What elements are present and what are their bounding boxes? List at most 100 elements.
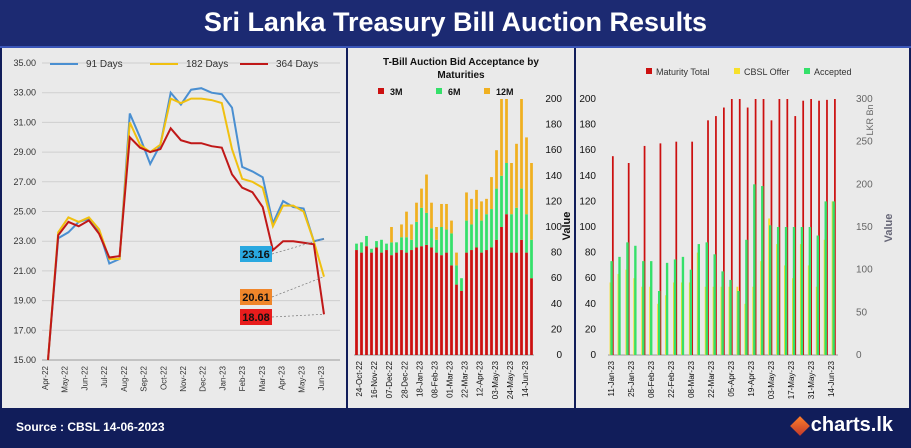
- bar-6m: [475, 209, 478, 248]
- bar-accepted: [689, 269, 693, 355]
- bar-12m: [405, 211, 408, 238]
- y-tick-label: 80: [551, 248, 563, 259]
- bar-3m: [385, 250, 388, 355]
- y-tick-label: 60: [585, 273, 597, 284]
- bar-6m: [375, 241, 378, 248]
- y2-tick-label: 150: [856, 222, 873, 233]
- bar-12m: [470, 198, 473, 225]
- bar-12m: [415, 202, 418, 222]
- annotation-leader: [271, 276, 325, 298]
- bar-3m: [500, 227, 503, 355]
- bar-6m: [405, 237, 408, 253]
- chart-title-line1: T-Bill Auction Bid Acceptance by: [383, 57, 539, 68]
- x-tick-label: 17-May-23: [787, 360, 796, 399]
- bar-maturity-total: [794, 116, 797, 355]
- bar-3m: [475, 247, 478, 355]
- bar-accepted: [737, 291, 740, 355]
- y-tick-label: 20: [551, 324, 563, 335]
- y2-tick-label: 50: [856, 307, 868, 318]
- bar-3m: [375, 247, 378, 355]
- y-tick-label: 160: [545, 145, 562, 156]
- bar-accepted: [761, 186, 764, 355]
- bar-3m: [415, 247, 418, 355]
- bar-12m: [505, 99, 508, 163]
- bar-3m: [470, 250, 473, 355]
- y-tick-label: 200: [579, 94, 596, 105]
- y-tick-label: 31.00: [13, 117, 36, 127]
- bar-maturity-total: [738, 99, 741, 355]
- x-tick-label: 05-Apr-23: [727, 360, 736, 396]
- x-tick-label: Jul-22: [100, 365, 109, 387]
- bar-3m: [435, 252, 438, 355]
- bar-6m: [520, 188, 523, 240]
- legend-label: CBSL Offer: [744, 67, 790, 77]
- series-line-364-days: [47, 126, 325, 361]
- y-tick-label: 120: [579, 196, 596, 207]
- bar-6m: [400, 237, 403, 251]
- bar-maturity-total: [786, 99, 789, 355]
- bar-3m: [390, 255, 393, 355]
- x-tick-label: 14-Jun-23: [521, 360, 530, 397]
- legend-swatch: [378, 88, 384, 94]
- panel-line-chart: 15.00 17.00 19.00 21.00 23.00 25.00 27.00 29.00…: [2, 48, 346, 408]
- bar-accepted: [673, 259, 677, 355]
- bar-accepted: [713, 254, 716, 355]
- bar-3m: [430, 247, 433, 355]
- panel-maturity-chart: 0 20 40 60 80 100 120 140 160 180 200 0 50 100 150 200 2…: [576, 48, 909, 408]
- x-tick-label: 08-Feb-23: [647, 360, 656, 397]
- series-line-91-days: [47, 87, 325, 361]
- x-tick-label: 22-Mar-23: [461, 360, 470, 397]
- bar-maturity-total: [715, 116, 717, 355]
- bar-maturity-total: [818, 100, 820, 355]
- x-tick-label: 03-May-23: [491, 360, 500, 399]
- bar-6m: [530, 239, 533, 279]
- x-tick-label: 28-Dec-22: [400, 360, 409, 398]
- y-tick-label: 180: [579, 120, 596, 131]
- bar-3m: [440, 255, 443, 355]
- bar-12m: [465, 192, 468, 221]
- bar-maturity-total: [675, 141, 678, 355]
- bar-12m: [490, 177, 493, 210]
- legend-swatch: [734, 68, 740, 74]
- y-tick-label: 80: [585, 248, 597, 259]
- y2-tick-label: 100: [856, 265, 873, 276]
- bar-3m: [370, 252, 373, 355]
- maturity-chart: 0 20 40 60 80 100 120 140 160 180 200 0 50 100 150 200 2…: [579, 67, 895, 399]
- bar-6m: [415, 221, 418, 248]
- bar-maturity-total: [802, 100, 805, 355]
- bar-6m: [460, 278, 463, 291]
- bar-accepted: [642, 261, 645, 355]
- y-tick-label: 40: [585, 299, 597, 310]
- x-tick-label: Mar-23: [258, 365, 267, 391]
- y-tick-label: 25.00: [13, 207, 36, 217]
- title-banner: [0, 0, 911, 48]
- bar-accepted: [784, 227, 788, 355]
- bar-3m: [490, 247, 493, 355]
- x-tick-label: 18-Jan-23: [415, 360, 424, 397]
- y2-tick-label: 300: [856, 94, 873, 105]
- bar-6m: [385, 243, 388, 251]
- bar-accepted: [808, 227, 812, 355]
- bar-maturity-total: [826, 99, 828, 355]
- bar-accepted: [721, 271, 724, 355]
- legend-label: 182 Days: [186, 59, 228, 70]
- y-axis-label: Value: [561, 212, 573, 241]
- bar-12m: [525, 137, 528, 215]
- bar-6m: [360, 242, 363, 253]
- y-tick-label: 20: [585, 324, 597, 335]
- bar-6m: [485, 214, 488, 251]
- legend-label: 91 Days: [86, 59, 123, 70]
- x-tick-label: 16-Nov-22: [370, 360, 379, 398]
- bar-accepted: [832, 201, 835, 355]
- bar-12m: [440, 203, 443, 227]
- y-tick-label: 120: [545, 196, 562, 207]
- bar-maturity-total: [746, 107, 749, 356]
- bar-6m: [480, 220, 483, 253]
- bar-accepted: [657, 291, 661, 355]
- annotation-leader: [271, 238, 325, 255]
- bar-accepted: [816, 235, 819, 355]
- bar-3m: [465, 252, 468, 355]
- bar-maturity-total: [723, 107, 725, 356]
- bar-accepted: [792, 227, 796, 355]
- bar-6m: [425, 212, 428, 245]
